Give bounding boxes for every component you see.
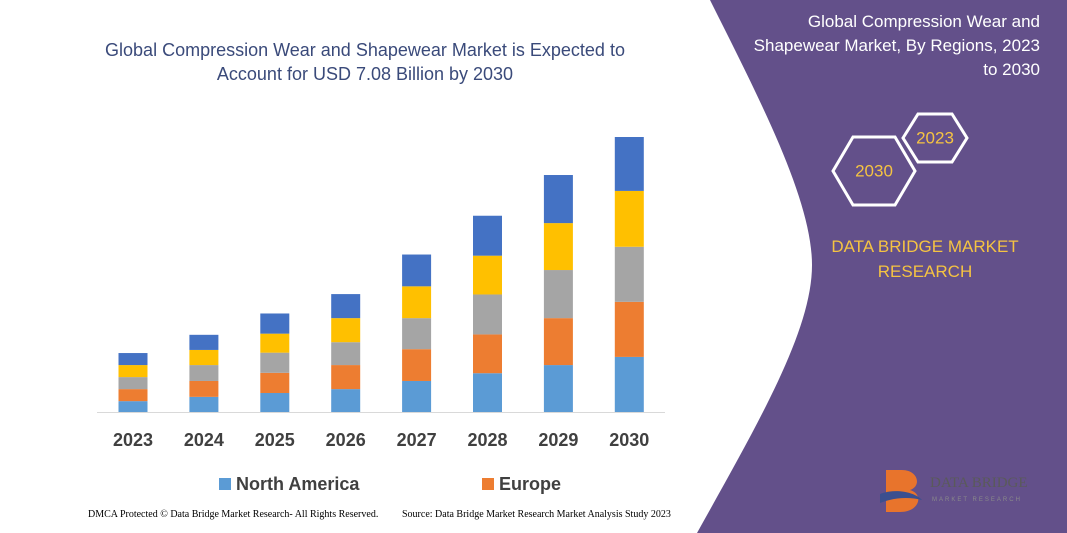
logo-mark [886,470,919,512]
legend-label: North America [236,474,360,494]
bar-segment [402,318,432,350]
legend-label: Europe [499,474,561,494]
bar-segment [189,349,219,366]
footer-right: Source: Data Bridge Market Research Mark… [402,509,671,520]
bar-segment [260,352,290,373]
bar-segment [260,333,290,353]
bar-segment [543,223,573,271]
bar-segment [614,137,644,191]
x-tick-label: 2029 [538,430,578,450]
bar-segment [260,392,290,412]
side-panel-bg [697,0,1067,533]
bar-segment [189,380,219,397]
bar-segment [402,286,432,319]
chart-title: Global Compression Wear and Shapewear Ma… [105,40,625,84]
legend-swatch [219,478,231,490]
bar-segment [614,190,644,247]
bar-segment [331,365,361,390]
x-tick-label: 2028 [467,430,507,450]
bar-segment [614,301,644,357]
legend-swatch [482,478,494,490]
bar-segment [614,246,644,302]
side-title: Global Compression Wear and Shapewear Ma… [753,12,1040,79]
x-tick-label: 2023 [113,430,153,450]
bar-segment [543,365,573,412]
bar-segment [118,365,148,378]
bar-segment [473,294,502,335]
bar-segment [473,373,502,412]
bar-segment [189,334,219,350]
bar-segment [260,372,290,393]
bar-segment [543,318,573,366]
bar-segment [543,175,573,224]
bar-segment [331,294,361,319]
x-tick-label: 2030 [609,430,649,450]
bar-segment [331,389,361,412]
bar-segment [118,353,148,366]
bar-segment [189,396,219,412]
x-tick-label: 2024 [184,430,224,450]
bar-segment [473,334,502,374]
logo-name: DATA BRIDGE [930,475,1028,491]
bar-segment [402,254,432,287]
bar-segment [260,313,290,334]
x-tick-label: 2027 [397,430,437,450]
logo-mark [880,491,922,503]
hex-label: 2023 [916,128,954,147]
hex-label: 2030 [855,161,893,180]
logo-tagline: MARKET RESEARCH [932,497,1022,503]
bar-segment [473,255,502,295]
bar-segment [331,318,361,343]
x-tick-label: 2026 [326,430,366,450]
logo: DATA BRIDGE MARKET RESEARCH [880,470,1028,512]
footer-left: DMCA Protected © Data Bridge Market Rese… [88,509,379,520]
bar-segment [402,349,432,381]
bar-segment [189,365,219,381]
bar-segment [614,356,644,412]
brand: DATA BRIDGE MARKET RESEARCH [831,237,1019,281]
bar-segment [118,377,148,390]
bar-segment [473,215,502,256]
bar-segment [118,401,148,412]
x-tick-label: 2025 [255,430,295,450]
hexagon [831,135,917,207]
bar-segment [331,342,361,366]
bar-segment [402,380,432,412]
hexagon [901,112,969,164]
bar-segment [118,389,148,402]
bar-segment [543,270,573,319]
